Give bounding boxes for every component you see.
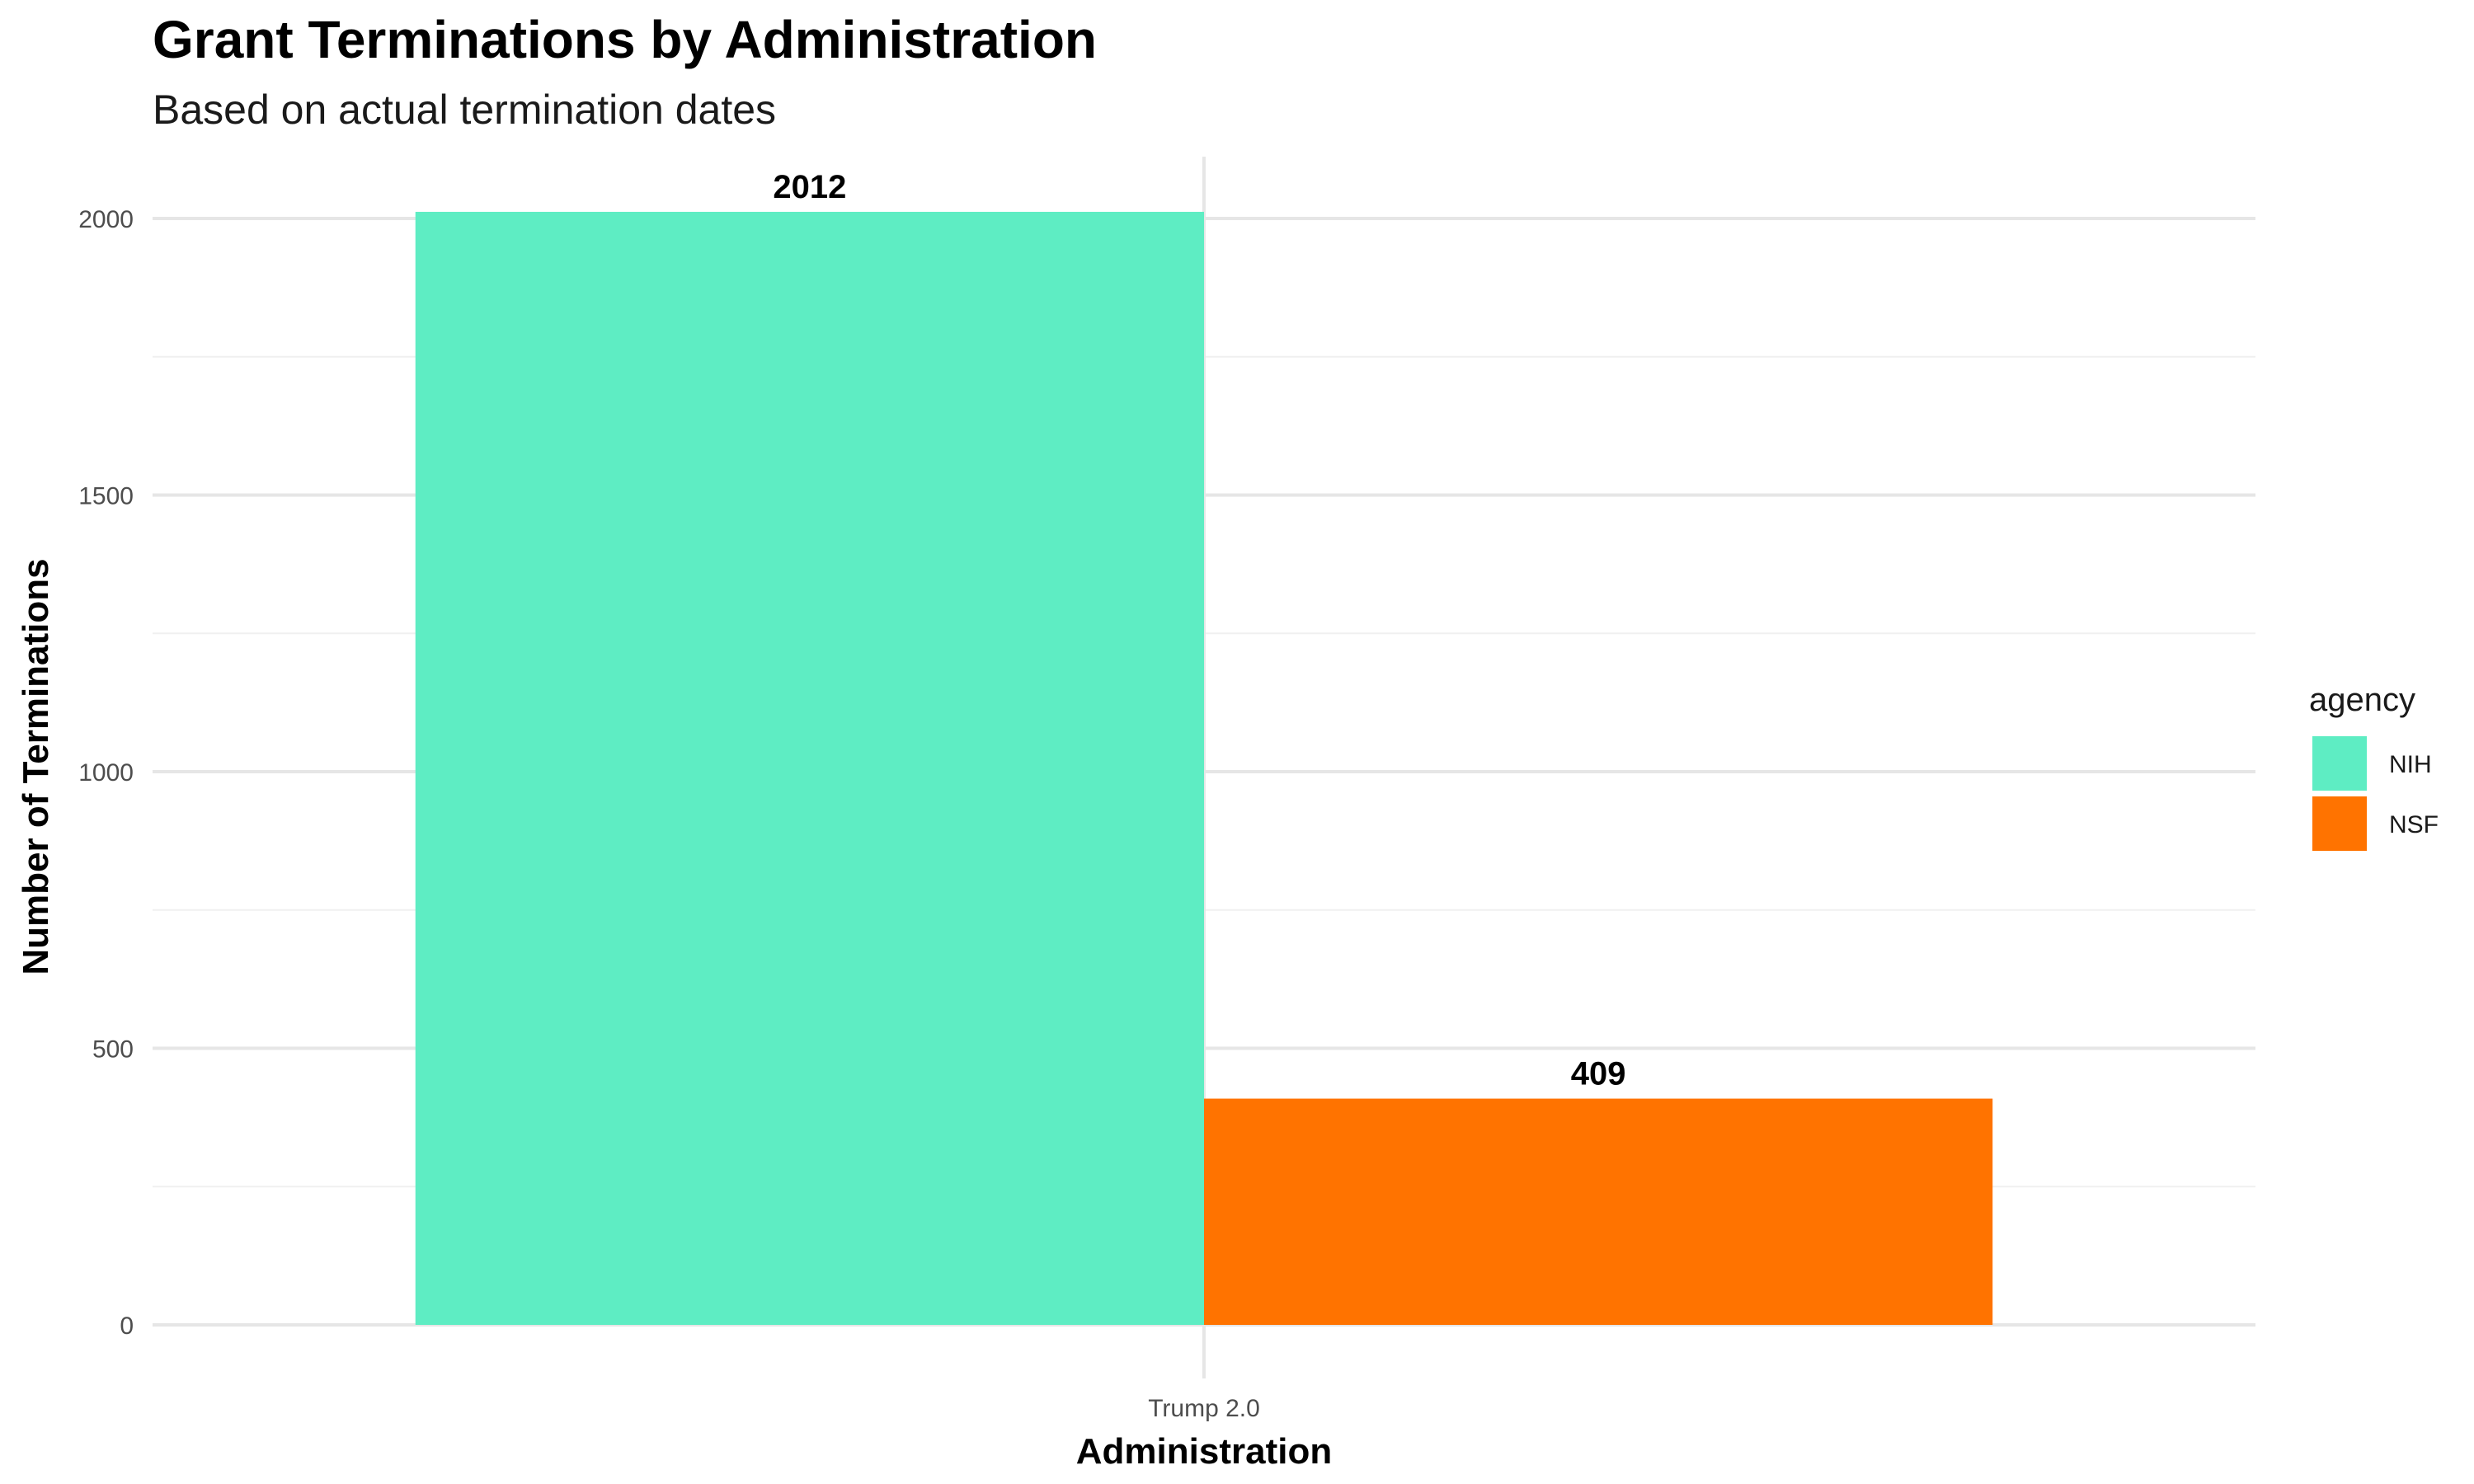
y-tick-label: 2000 [78, 206, 134, 233]
x-tick-label: Trump 2.0 [1148, 1395, 1260, 1422]
x-axis-title: Administration [1076, 1431, 1332, 1472]
chart-subtitle: Based on actual termination dates [153, 87, 776, 133]
legend-label-nih: NIH [2389, 751, 2432, 778]
y-tick-label: 1000 [78, 759, 134, 787]
legend-label-nsf: NSF [2389, 811, 2439, 838]
chart-title: Grant Terminations by Administration [153, 10, 1097, 69]
legend-swatch-nsf [2312, 796, 2367, 851]
y-axis-title: Number of Terminations [16, 558, 56, 974]
data-label-nih: 2012 [773, 169, 846, 205]
y-tick-label: 1500 [78, 483, 134, 510]
bars: 2012 409 [415, 169, 1993, 1325]
bar-nih [415, 211, 1204, 1325]
y-tick-label: 0 [120, 1313, 134, 1340]
legend: agency NIH NSF [2309, 682, 2439, 851]
legend-title: agency [2309, 682, 2415, 718]
legend-swatch-nih [2312, 736, 2367, 791]
data-label-nsf: 409 [1571, 1056, 1626, 1092]
bar-nsf [1204, 1098, 1993, 1325]
axis-ticks: 0 500 1000 1500 2000 Trump 2.0 [78, 206, 1260, 1422]
y-tick-label: 500 [92, 1036, 134, 1064]
